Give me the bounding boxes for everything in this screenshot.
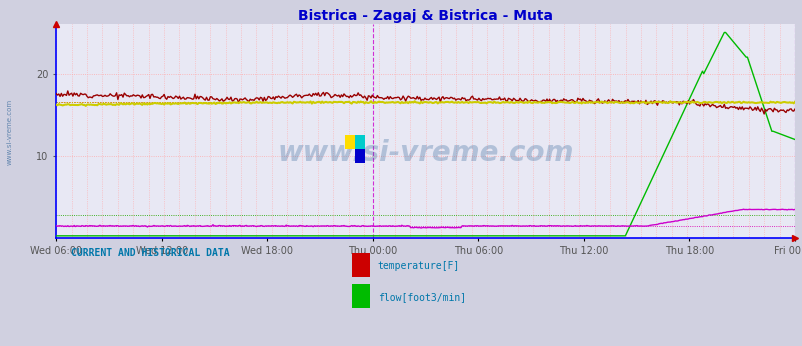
Bar xyxy=(351,253,370,277)
Text: temperature[F]: temperature[F] xyxy=(377,261,460,271)
Text: CURRENT AND HISTORICAL DATA: CURRENT AND HISTORICAL DATA xyxy=(71,248,229,258)
Text: flow[foot3/min]: flow[foot3/min] xyxy=(377,292,465,302)
Bar xyxy=(351,284,370,308)
Text: www.si-vreme.com: www.si-vreme.com xyxy=(277,139,573,167)
Bar xyxy=(345,135,355,149)
Title: Bistrica - Zagaj & Bistrica - Muta: Bistrica - Zagaj & Bistrica - Muta xyxy=(298,9,553,23)
Bar xyxy=(355,135,365,149)
Bar xyxy=(355,149,365,163)
Text: www.si-vreme.com: www.si-vreme.com xyxy=(6,98,13,165)
